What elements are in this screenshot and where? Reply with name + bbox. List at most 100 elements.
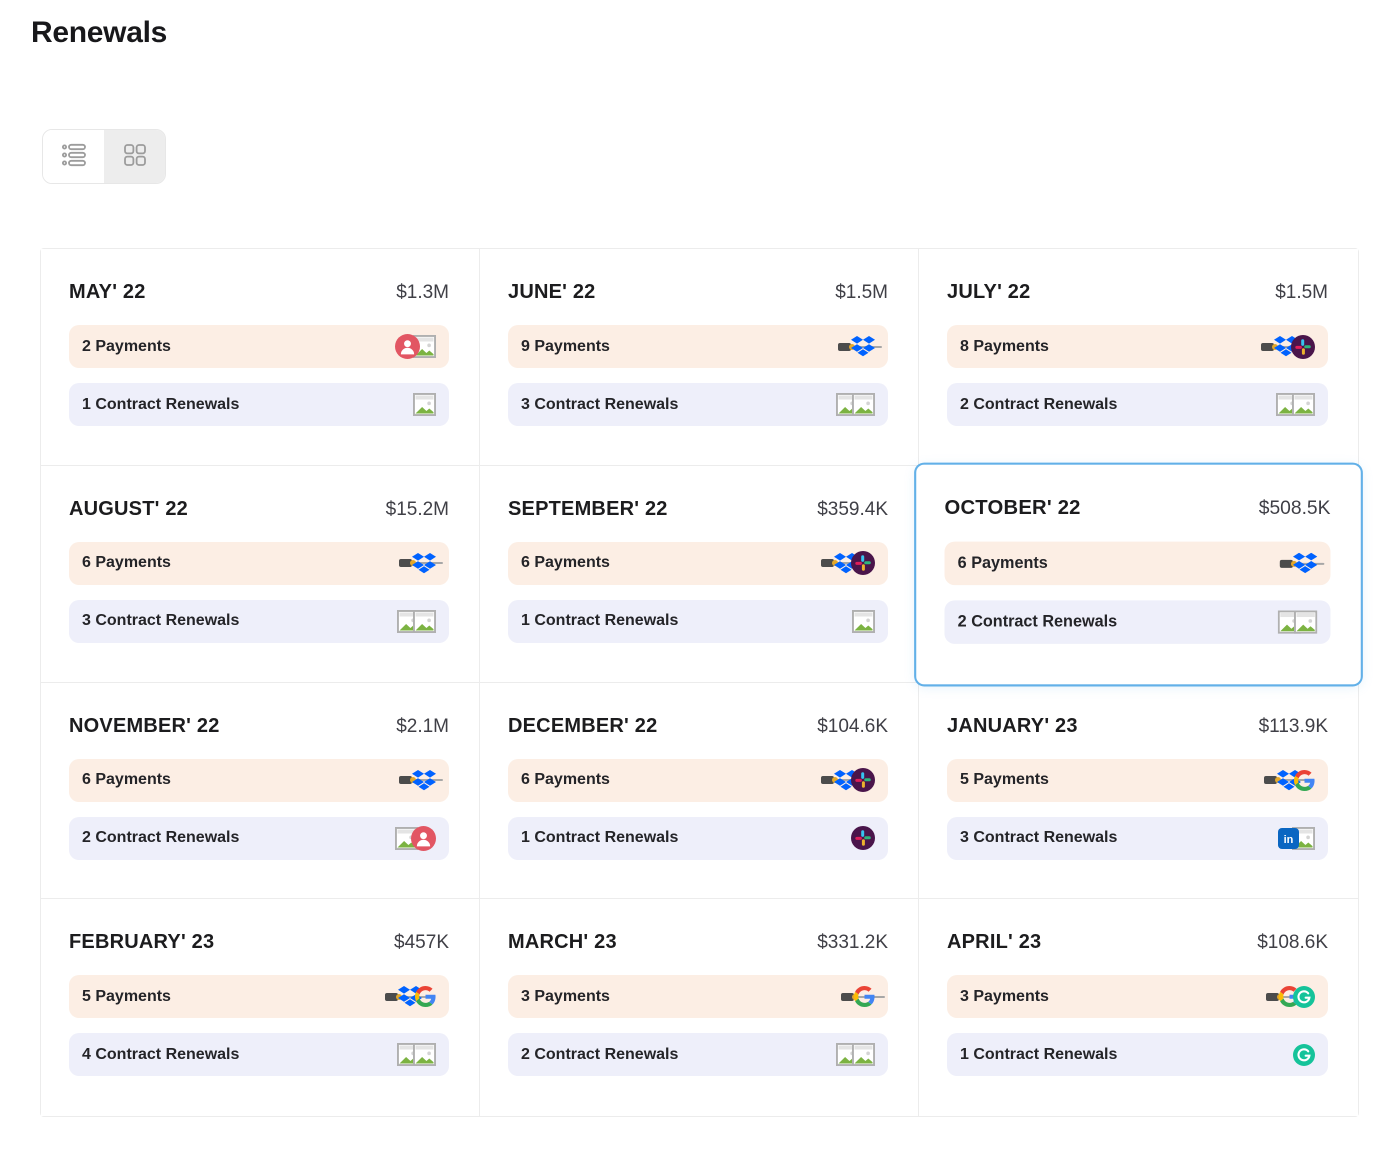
grammarly-icon bbox=[1293, 985, 1315, 1008]
month-card-may-22[interactable]: MAY' 22 $1.3M 2 Payments 1 Contract Rene… bbox=[41, 249, 480, 466]
month-title: MARCH' 23 bbox=[508, 931, 617, 954]
month-title: DECEMBER' 22 bbox=[508, 714, 658, 737]
renewals-row[interactable]: 2 Contract Renewals bbox=[508, 1033, 888, 1077]
renewals-logos bbox=[1276, 393, 1315, 416]
dropbox-icon bbox=[1292, 552, 1318, 573]
linkedin-icon: in bbox=[1278, 827, 1299, 849]
image-placeholder-icon bbox=[413, 609, 436, 633]
renewals-logos bbox=[395, 825, 436, 851]
avatar-icon bbox=[411, 825, 436, 851]
image-placeholder-icon bbox=[852, 609, 875, 633]
renewals-row[interactable]: 1 Contract Renewals bbox=[947, 1033, 1328, 1077]
payments-row[interactable]: 6 Payments bbox=[944, 541, 1331, 585]
renewals-logos bbox=[851, 826, 875, 850]
renewals-row[interactable]: 1 Contract Renewals bbox=[69, 383, 449, 426]
payments-logos bbox=[838, 336, 882, 357]
month-card-header: AUGUST' 22 $15.2M bbox=[69, 498, 449, 521]
payments-label: 6 Payments bbox=[521, 554, 610, 572]
month-card-august-22[interactable]: AUGUST' 22 $15.2M 6 Payments 3 Contract … bbox=[41, 465, 480, 683]
renewals-row[interactable]: 2 Contract Renewals bbox=[947, 383, 1328, 426]
payments-row[interactable]: 9 Payments bbox=[508, 325, 888, 368]
payments-row[interactable]: 2 Payments bbox=[69, 325, 449, 368]
month-title: JANUARY' 23 bbox=[947, 714, 1078, 737]
month-title: AUGUST' 22 bbox=[69, 497, 189, 520]
month-card-header: OCTOBER' 22 $508.5K bbox=[945, 497, 1331, 520]
month-card-april-23[interactable]: APRIL' 23 $108.6K 3 Payments 1 Contract … bbox=[919, 899, 1358, 1116]
renewals-row[interactable]: 2 Contract Renewals bbox=[69, 816, 449, 860]
dropbox-icon bbox=[412, 769, 436, 791]
payments-row[interactable]: 5 Payments bbox=[947, 758, 1328, 802]
payments-label: 5 Payments bbox=[82, 987, 171, 1005]
list-view-button[interactable] bbox=[43, 130, 104, 183]
payments-row[interactable]: 6 Payments bbox=[69, 541, 449, 585]
month-card-january-23[interactable]: JANUARY' 23 $113.9K 5 Payments 3 Contrac… bbox=[919, 682, 1358, 900]
payments-row[interactable]: 5 Payments bbox=[69, 975, 449, 1019]
payments-label: 6 Payments bbox=[82, 771, 171, 788]
month-card-september-22[interactable]: SEPTEMBER' 22 $359.4K 6 Payments 1 Contr… bbox=[480, 465, 919, 683]
month-amount: $113.9K bbox=[1258, 715, 1328, 737]
payments-logos bbox=[385, 986, 436, 1008]
dropbox-icon bbox=[851, 336, 875, 357]
slack-icon bbox=[851, 551, 875, 576]
month-card-november-22[interactable]: NOVEMBER' 22 $2.1M 6 Payments 2 Contract… bbox=[41, 682, 480, 900]
google-icon bbox=[1294, 769, 1315, 791]
payments-label: 6 Payments bbox=[957, 553, 1048, 572]
month-title: SEPTEMBER' 22 bbox=[508, 497, 668, 520]
month-card-header: MAY' 22 $1.3M bbox=[69, 281, 449, 304]
month-title: MAY' 22 bbox=[69, 281, 146, 303]
payments-label: 6 Payments bbox=[521, 771, 610, 788]
renewals-label: 1 Contract Renewals bbox=[521, 829, 679, 846]
payments-row[interactable]: 6 Payments bbox=[508, 541, 888, 585]
renewals-label: 3 Contract Renewals bbox=[82, 612, 240, 630]
payments-logos bbox=[821, 768, 875, 792]
month-card-october-22[interactable]: OCTOBER' 22 $508.5K 6 Payments 2 Contrac… bbox=[916, 464, 1361, 684]
month-amount: $457K bbox=[394, 932, 449, 954]
payments-row[interactable]: 8 Payments bbox=[947, 325, 1328, 368]
google-icon bbox=[415, 986, 436, 1008]
renewals-label: 2 Contract Renewals bbox=[957, 612, 1118, 630]
renewals-row[interactable]: 4 Contract Renewals bbox=[69, 1033, 449, 1077]
payments-row[interactable]: 6 Payments bbox=[508, 758, 888, 802]
month-card-december-22[interactable]: DECEMBER' 22 $104.6K 6 Payments 1 Contra… bbox=[480, 682, 919, 900]
month-card-header: JULY' 22 $1.5M bbox=[947, 281, 1328, 304]
month-card-february-23[interactable]: FEBRUARY' 23 $457K 5 Payments 4 Contract… bbox=[41, 899, 480, 1116]
payments-logos bbox=[821, 551, 875, 576]
grid-view-button[interactable] bbox=[104, 130, 165, 183]
renewals-logos: in bbox=[1278, 826, 1315, 850]
renewals-label: 3 Contract Renewals bbox=[960, 829, 1118, 846]
renewals-label: 1 Contract Renewals bbox=[960, 1045, 1118, 1063]
payments-row[interactable]: 3 Payments bbox=[947, 975, 1328, 1019]
image-placeholder-icon bbox=[1292, 393, 1315, 416]
month-card-june-22[interactable]: JUNE' 22 $1.5M 9 Payments 3 Contract Ren… bbox=[480, 249, 919, 466]
month-card-header: MARCH' 23 $331.2K bbox=[508, 931, 888, 954]
payments-logos bbox=[399, 552, 443, 574]
grammarly-icon bbox=[1293, 1043, 1315, 1066]
slack-icon bbox=[1291, 334, 1315, 359]
payments-logos bbox=[841, 986, 885, 1008]
payments-row[interactable]: 3 Payments bbox=[508, 975, 888, 1019]
payments-logos bbox=[1266, 985, 1315, 1008]
dropbox-icon bbox=[412, 552, 436, 574]
renewals-logos bbox=[413, 393, 436, 416]
payments-row[interactable]: 6 Payments bbox=[69, 758, 449, 802]
renewals-row[interactable]: 1 Contract Renewals bbox=[508, 599, 888, 643]
month-amount: $1.3M bbox=[396, 282, 449, 303]
renewals-logos bbox=[1277, 610, 1318, 634]
payments-label: 5 Payments bbox=[960, 771, 1049, 788]
renewals-row[interactable]: 3 Contract Renewals in bbox=[947, 816, 1328, 860]
payments-label: 6 Payments bbox=[82, 554, 171, 572]
image-placeholder-icon bbox=[852, 393, 875, 416]
month-card-march-23[interactable]: MARCH' 23 $331.2K 3 Payments 2 Contract … bbox=[480, 899, 919, 1116]
renewals-label: 2 Contract Renewals bbox=[82, 829, 240, 846]
image-placeholder-icon bbox=[413, 1043, 436, 1067]
page-title: Renewals bbox=[31, 16, 167, 49]
month-title: JUNE' 22 bbox=[508, 281, 596, 303]
month-card-july-22[interactable]: JULY' 22 $1.5M 8 Payments 2 Contract Ren… bbox=[919, 249, 1358, 466]
renewals-row[interactable]: 1 Contract Renewals bbox=[508, 816, 888, 860]
renewals-row[interactable]: 3 Contract Renewals bbox=[508, 383, 888, 426]
renewals-row[interactable]: 2 Contract Renewals bbox=[944, 600, 1331, 644]
renewals-label: 2 Contract Renewals bbox=[521, 1045, 679, 1063]
renewals-grid: MAY' 22 $1.3M 2 Payments 1 Contract Rene… bbox=[40, 248, 1361, 1117]
month-title: OCTOBER' 22 bbox=[944, 496, 1081, 520]
renewals-row[interactable]: 3 Contract Renewals bbox=[69, 599, 449, 643]
